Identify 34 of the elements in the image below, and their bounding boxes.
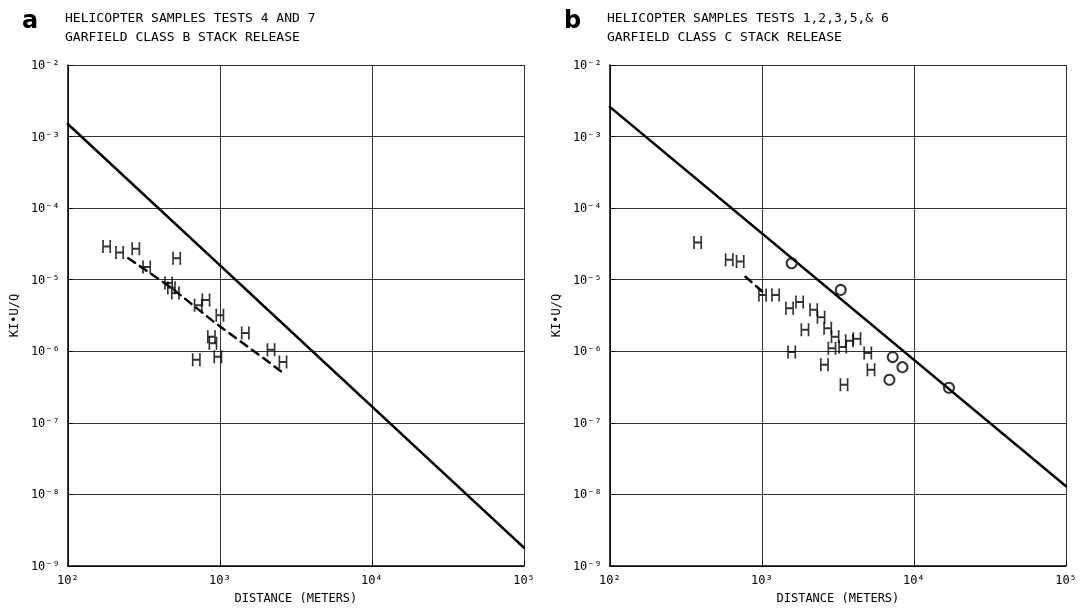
x-tick-label: 10⁴ <box>903 573 925 587</box>
y-tick-label: 10⁻⁹ <box>572 559 602 573</box>
y-tick-label: 10⁻⁸ <box>572 487 602 502</box>
text: a <box>22 6 39 34</box>
y-tick-label: 10⁻⁸ <box>30 487 60 502</box>
chart-title: HELICOPTER SAMPLES TESTS 1,2,3,5,& 6 <box>607 10 889 25</box>
x-axis-title: DISTANCE (METERS) <box>234 591 358 605</box>
y-tick-label: 10⁻² <box>572 58 602 72</box>
y-axis-title: KI•U/Q <box>7 293 21 338</box>
x-tick-label: 10⁴ <box>361 573 383 587</box>
chart-title: HELICOPTER SAMPLES TESTS 4 AND 7 <box>65 10 316 25</box>
x-tick-label: 10⁵ <box>513 573 535 587</box>
y-tick-label: 10⁻⁷ <box>572 415 602 430</box>
y-tick-label: 10⁻⁹ <box>30 559 60 573</box>
x-tick-label: 10³ <box>751 573 773 587</box>
x-tick-label: 10⁵ <box>1055 573 1077 587</box>
y-tick-label: 10⁻³ <box>30 129 60 144</box>
y-tick-label: 10⁻⁷ <box>30 415 60 430</box>
y-tick-label: 10⁻⁴ <box>572 201 602 216</box>
y-tick-label: 10⁻⁴ <box>30 201 60 216</box>
y-tick-label: 10⁻⁶ <box>572 344 602 359</box>
y-tick-label: 10⁻³ <box>572 129 602 144</box>
text: b <box>564 6 582 34</box>
y-tick-label: 10⁻⁵ <box>572 272 602 287</box>
x-axis-title: DISTANCE (METERS) <box>776 591 900 605</box>
y-tick-label: 10⁻⁵ <box>30 272 60 287</box>
y-tick-label: 10⁻⁶ <box>30 344 60 359</box>
x-tick-label: 10² <box>56 573 79 587</box>
chart-subtitle: GARFIELD CLASS C STACK RELEASE <box>607 29 842 44</box>
chart-subtitle: GARFIELD CLASS B STACK RELEASE <box>65 29 300 44</box>
x-tick-label: 10² <box>598 573 621 587</box>
x-tick-label: 10³ <box>209 573 231 587</box>
y-axis-title: KI•U/Q <box>549 293 563 338</box>
y-tick-label: 10⁻² <box>30 58 60 72</box>
